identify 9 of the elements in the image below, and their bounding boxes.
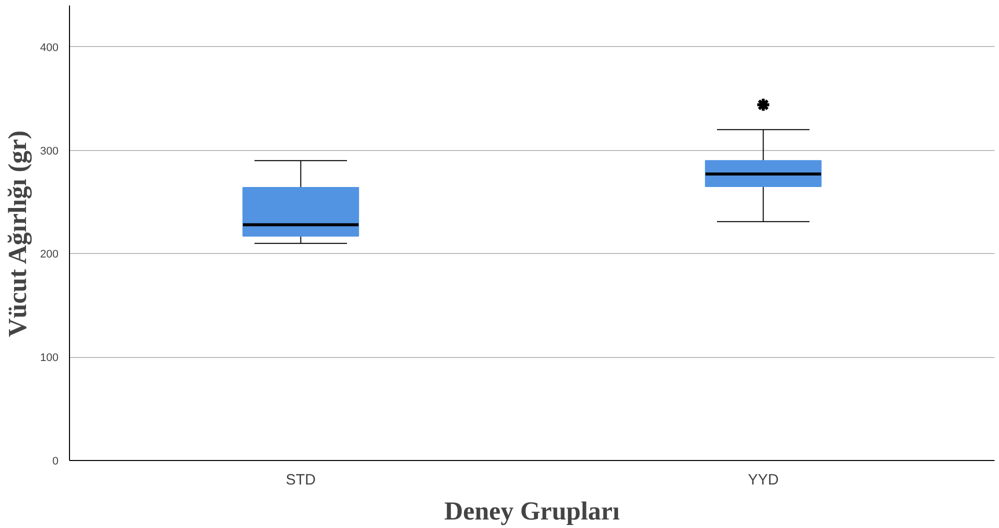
y-tick-label: 400 <box>40 42 59 54</box>
x-axis-title: Deney Grupları <box>444 496 620 526</box>
y-tick-label: 200 <box>40 248 59 261</box>
y-tick-label: 100 <box>40 352 59 364</box>
y-tick-label: 0 <box>52 456 59 468</box>
x-tick-label: STD <box>286 472 316 488</box>
x-tick-label: YYD <box>748 472 779 488</box>
y-tick-label: 300 <box>40 145 59 158</box>
y-axis-title: Vücut Ağırlığı (gr) <box>3 130 32 337</box>
